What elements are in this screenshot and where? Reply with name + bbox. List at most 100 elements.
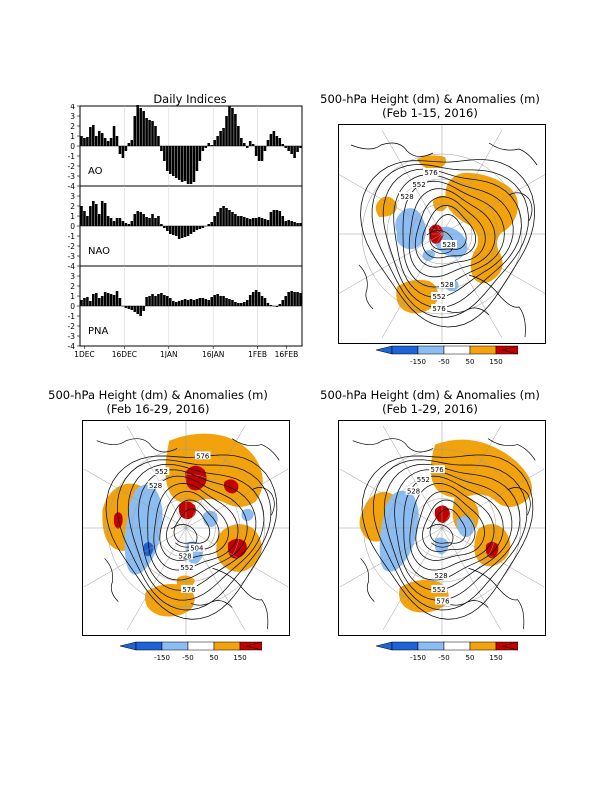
- bar: [213, 140, 216, 146]
- contour-label: 576: [431, 466, 444, 474]
- bar: [266, 220, 270, 226]
- series-label: NAO: [88, 246, 110, 257]
- meridian: [441, 129, 503, 235]
- map3-title-line2: (Feb 1-29, 2016): [382, 402, 478, 416]
- bar: [174, 146, 178, 178]
- coastline: [488, 142, 538, 166]
- bar: [151, 214, 154, 226]
- coastline: [96, 438, 178, 453]
- bar: [210, 222, 213, 226]
- bar: [154, 126, 157, 146]
- meridian: [441, 527, 545, 588]
- bar: [228, 210, 231, 226]
- coastline: [508, 192, 533, 222]
- bar: [231, 108, 234, 146]
- bar: [86, 297, 89, 306]
- bar: [154, 218, 157, 226]
- x-tick-label: 16FEB: [275, 350, 299, 358]
- bar: [127, 143, 131, 146]
- legend-tick-label: -50: [182, 654, 193, 662]
- bar: [183, 226, 187, 237]
- bar: [115, 218, 119, 226]
- bar: [278, 211, 282, 226]
- bar: [106, 141, 110, 146]
- contour-label-bg: [441, 240, 457, 248]
- bar: [216, 136, 219, 146]
- bar: [118, 298, 122, 306]
- coastline: [104, 558, 119, 602]
- legend-swatch: [187, 641, 215, 651]
- map2-title-line2: (Feb 16-29, 2016): [106, 402, 210, 416]
- bar: [219, 131, 222, 146]
- coastline: [446, 307, 490, 316]
- bar: [171, 226, 175, 235]
- bar: [80, 136, 83, 146]
- legend-tick-label: 150: [233, 654, 246, 662]
- bar: [145, 217, 148, 226]
- map2-title-line1: 500-hPa Height (dm) & Anomalies (m): [48, 388, 268, 402]
- bar: [293, 222, 296, 226]
- bar: [97, 298, 101, 306]
- contour-label: 576: [182, 586, 195, 594]
- contour-label: 552: [433, 586, 446, 594]
- bar: [89, 301, 92, 306]
- height-contour: [414, 196, 486, 268]
- bar: [192, 226, 196, 232]
- y-tick-label: -1: [68, 152, 76, 161]
- legend-tick-label: 50: [210, 654, 219, 662]
- y-tick-label: -4: [68, 342, 76, 351]
- bar: [201, 226, 205, 228]
- bar: [95, 204, 98, 226]
- bar: [254, 290, 258, 306]
- coastline: [360, 558, 375, 602]
- legend-tick-label: -50: [438, 358, 449, 366]
- height-contour: [394, 469, 513, 591]
- bar: [195, 226, 199, 230]
- y-tick-label: 4: [70, 104, 75, 111]
- bar: [130, 140, 134, 146]
- bar: [299, 223, 302, 226]
- bar: [154, 296, 157, 306]
- anomaly-negative-region: [241, 508, 254, 522]
- bar: [222, 206, 225, 226]
- legend-arrow-high: [245, 641, 262, 651]
- contour-label-bg: [415, 474, 432, 483]
- bar: [272, 210, 276, 226]
- bar: [142, 306, 145, 311]
- bar: [228, 106, 231, 146]
- bar: [192, 300, 196, 306]
- bar: [260, 146, 264, 161]
- y-tick-label: -3: [68, 332, 76, 341]
- y-tick-label: -3: [68, 252, 76, 261]
- map1-panel: 576 552 528 528 552 576 528: [338, 124, 546, 344]
- contour-label-bg: [177, 551, 193, 560]
- contour-label-bg: [433, 571, 449, 580]
- bar: [237, 126, 240, 146]
- bar: [248, 141, 252, 146]
- contour-label: 528: [407, 488, 420, 496]
- bar: [171, 146, 175, 176]
- coastline: [487, 438, 536, 461]
- coastline: [468, 567, 525, 630]
- contour-label-bg: [429, 465, 445, 474]
- bar: [142, 214, 145, 226]
- contour-label: 528: [400, 193, 413, 201]
- map3-title-line1: 500-hPa Height (dm) & Anomalies (m): [320, 388, 540, 402]
- bar: [180, 300, 184, 306]
- contour-label: 528: [440, 281, 453, 289]
- bar: [121, 221, 125, 226]
- anomaly-negative-region: [379, 490, 419, 572]
- contour-label: 528: [178, 552, 191, 560]
- height-contour: [360, 159, 536, 328]
- legend-arrow-low: [375, 345, 393, 355]
- contour-label: 528: [149, 482, 162, 490]
- bar: [260, 218, 264, 226]
- bar: [234, 114, 237, 146]
- bar: [127, 224, 131, 226]
- bar: [80, 206, 83, 226]
- bar: [157, 216, 160, 226]
- bar: [234, 214, 237, 226]
- bar: [284, 146, 287, 148]
- height-contour: [429, 508, 467, 544]
